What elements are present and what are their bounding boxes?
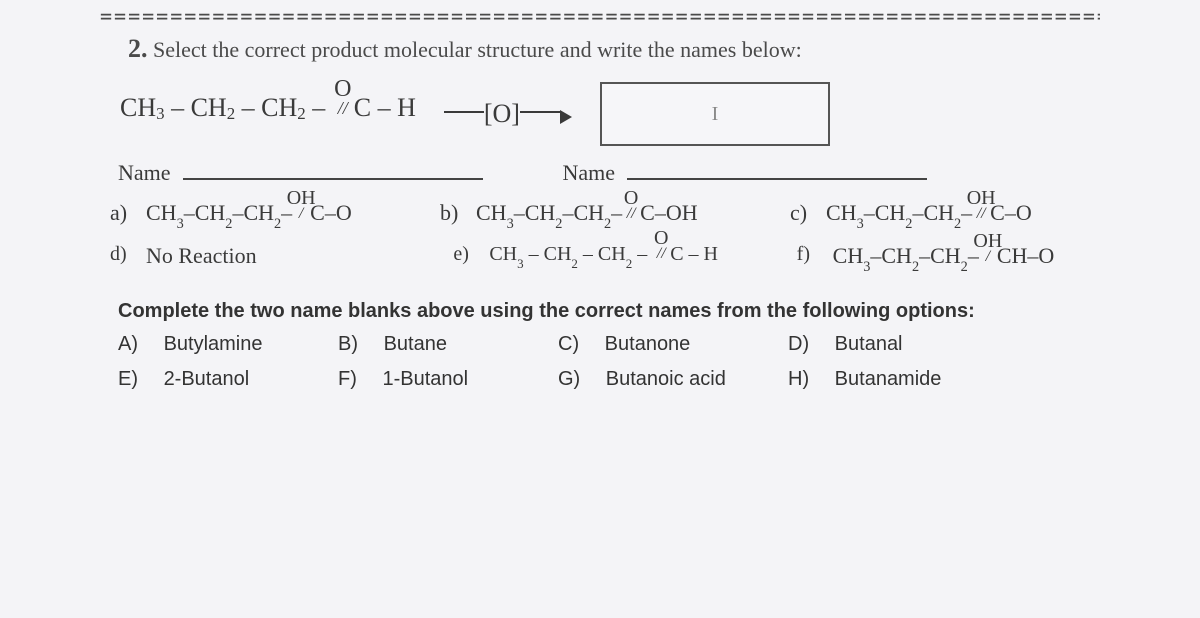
reactant-formula: CH3 – CH2 – CH2 – O// C – H	[120, 93, 416, 135]
option-a[interactable]: a) CH3–CH2–CH2–OH/C–O	[110, 200, 420, 235]
name-blank-right[interactable]	[627, 160, 927, 180]
reaction-arrow: [O]	[444, 99, 572, 129]
question-text: Select the correct product molecular str…	[153, 37, 802, 62]
name-opt-E[interactable]: E) 2-Butanol	[118, 368, 338, 391]
name-opt-C[interactable]: C) Butanone	[558, 333, 788, 356]
name-opt-A[interactable]: A) Butylamine	[118, 333, 338, 356]
structure-options-row2: d) No Reaction e) CH3 – CH2 – CH2 – O//C…	[110, 243, 1100, 278]
structure-options-row1: a) CH3–CH2–CH2–OH/C–O b) CH3–CH2–CH2–O//…	[110, 200, 1100, 235]
name-opt-F[interactable]: F) 1-Butanol	[338, 368, 558, 391]
option-e[interactable]: e) CH3 – CH2 – CH2 – O//C – H	[453, 243, 756, 278]
option-b[interactable]: b) CH3–CH2–CH2–O//C–OH	[440, 200, 770, 235]
product-answer-box[interactable]: I	[600, 82, 830, 146]
name-label-left: Name	[118, 160, 171, 186]
question-prompt: 2. Select the correct product molecular …	[128, 34, 1100, 64]
formula-d: No Reaction	[146, 243, 257, 269]
name-opt-G[interactable]: G) Butanoic acid	[558, 368, 788, 391]
oxidation-label: [O]	[484, 99, 520, 129]
worksheet-page: ========================================…	[0, 0, 1200, 401]
complete-instruction: Complete the two name blanks above using…	[118, 300, 1100, 323]
name-blank-row: Name Name	[118, 160, 1100, 186]
question-number: 2.	[128, 34, 148, 63]
formula-f: CH3–CH2–CH2–OH/CH–O	[833, 243, 1055, 278]
option-c[interactable]: c) CH3–CH2–CH2–OH//C–O	[790, 200, 1090, 235]
formula-a: CH3–CH2–CH2–OH/C–O	[146, 200, 352, 235]
option-f[interactable]: f) CH3–CH2–CH2–OH/CH–O	[797, 243, 1100, 278]
divider-rule: ========================================…	[100, 4, 1100, 28]
carbonyl-group: O//	[332, 77, 354, 115]
cursor-icon: I	[712, 103, 719, 126]
option-d[interactable]: d) No Reaction	[110, 243, 413, 278]
name-opt-B[interactable]: B) Butane	[338, 333, 558, 356]
name-label-right: Name	[563, 160, 616, 186]
name-blank-left[interactable]	[183, 160, 483, 180]
name-opt-H[interactable]: H) Butanamide	[788, 368, 1008, 391]
reaction-row: CH3 – CH2 – CH2 – O// C – H [O] I	[120, 82, 1100, 146]
formula-e: CH3 – CH2 – CH2 – O//C – H	[489, 243, 718, 275]
name-options-grid: A) Butylamine B) Butane C) Butanone D) B…	[118, 333, 1100, 391]
name-opt-D[interactable]: D) Butanal	[788, 333, 1008, 356]
